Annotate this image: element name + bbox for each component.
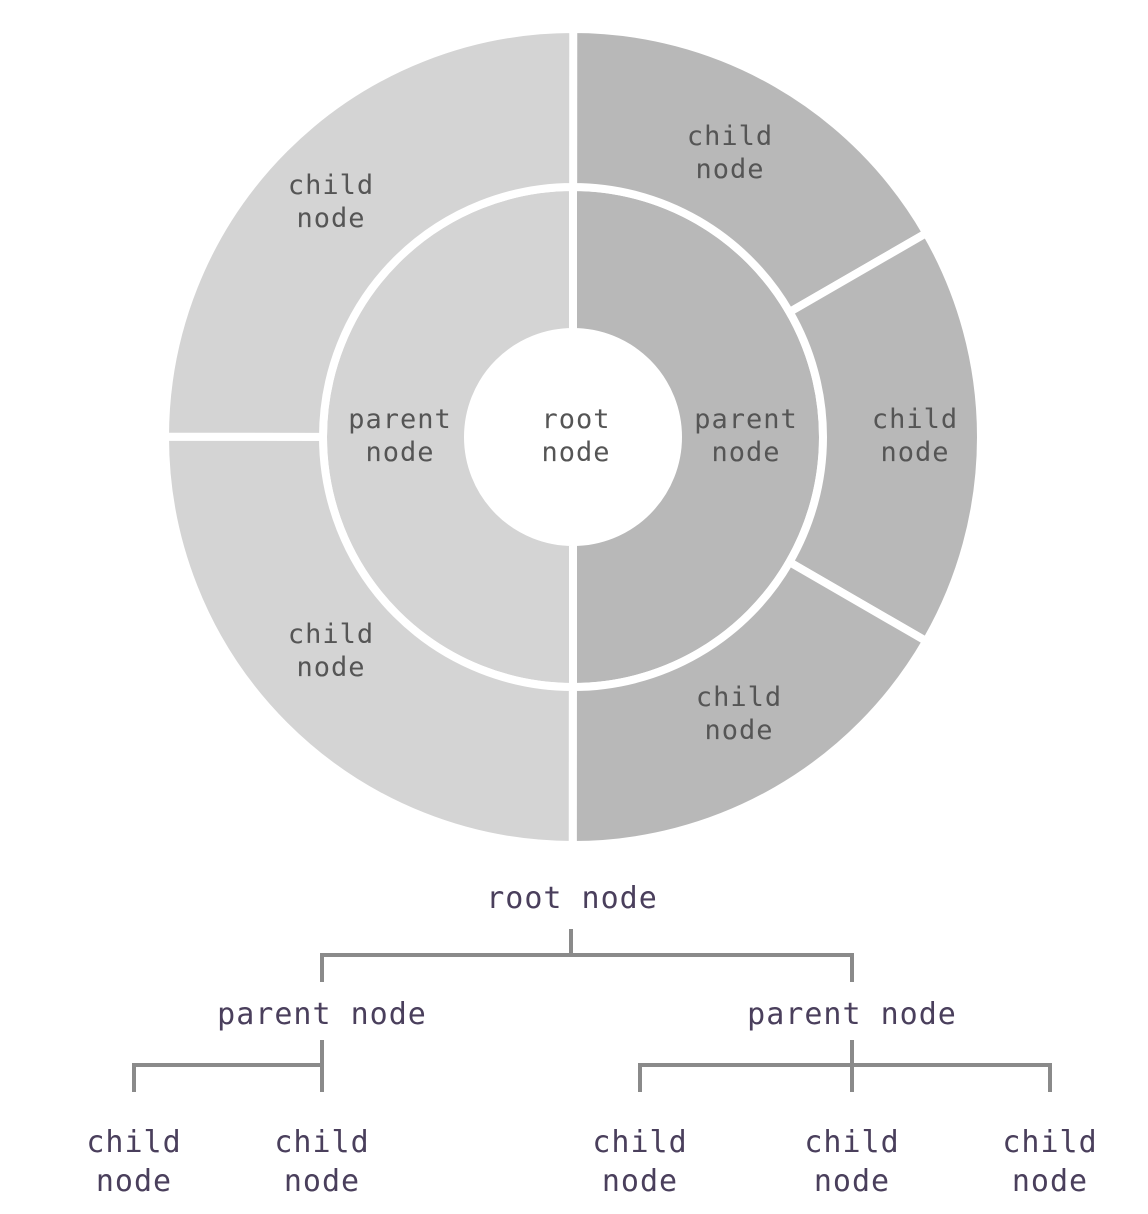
sunburst-child-label-1: child [288,170,374,201]
sunburst-diagram: root node parent node parent node child … [160,24,985,850]
tree-connector-root [320,929,854,982]
sunburst-root-label-line2: node [541,437,610,468]
sunburst-parent-left-label-line2: node [365,437,434,468]
sunburst-child-label-4: child [872,404,958,435]
sunburst-child-segment-3 [568,556,932,850]
tree-child-label-1: child [86,1125,181,1160]
tree-child-label-4-line2: node [814,1164,890,1199]
tree-child-label-3-line2: node [602,1164,678,1199]
sunburst-child-segment-1 [569,24,932,318]
tree-diagram: root node parent node parent node child … [86,881,1097,1199]
tree-child-label-5-line2: node [1012,1164,1088,1199]
tree-child-label-2-line2: node [284,1164,360,1199]
tree-child-label-2: child [274,1125,369,1160]
sunburst-child-label-1-line2: node [296,203,365,234]
sunburst-child-label-3: child [687,121,773,152]
tree-child-label-1-line2: node [96,1164,172,1199]
tree-parent-right-label: parent node [747,997,957,1032]
tree-parent-left-label: parent node [217,997,427,1032]
tree-connector-parent-left [132,1040,324,1092]
sunburst-parent-left-label: parent [348,404,452,435]
sunburst-child-segment-2 [783,227,985,647]
sunburst-child-label-3-line2: node [695,154,764,185]
sunburst-child-label-5: child [696,682,782,713]
sunburst-parent-right-label-line2: node [711,437,780,468]
sunburst-child-label-5-line2: node [704,715,773,746]
sunburst-parent-right-label: parent [694,404,798,435]
tree-child-label-4: child [804,1125,899,1160]
sunburst-child-label-4-line2: node [880,437,949,468]
sunburst-root-label: root [541,404,610,435]
sunburst-child-segment-5 [160,24,578,441]
tree-child-label-3: child [592,1125,687,1160]
tree-connector-parent-right [638,1040,1052,1092]
sunburst-child-segment-4 [160,432,577,850]
tree-root-label: root node [486,881,658,916]
sunburst-child-label-2: child [288,619,374,650]
tree-child-label-5: child [1002,1125,1097,1160]
sunburst-child-label-2-line2: node [296,652,365,683]
